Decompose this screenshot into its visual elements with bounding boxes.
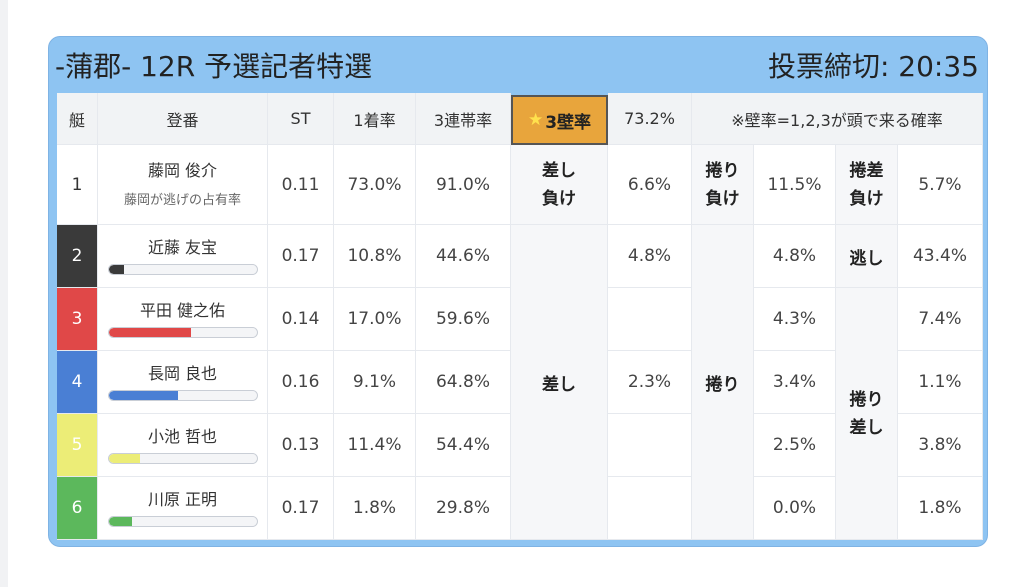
racer-2-top3: 44.6% — [416, 225, 511, 288]
racer-4-top3: 64.8% — [416, 351, 511, 414]
star-icon: ★ — [527, 110, 544, 130]
col-win-header: 1着率 — [334, 93, 416, 145]
racer-6-makuri-value: 0.0% — [754, 477, 836, 540]
racer-5-st: 0.13 — [268, 414, 334, 477]
racer-5-win: 11.4% — [334, 414, 416, 477]
lane-6-number: 6 — [57, 477, 98, 540]
racer-3-sashi-value — [608, 288, 692, 351]
racer-1-cell: 藤岡 俊介 藤岡が逃げの占有率 — [98, 145, 268, 225]
wall-rate-note: ※壁率=1,2,3が頭で来る確率 — [692, 93, 983, 145]
racer-2-makuri-value: 4.8% — [754, 225, 836, 288]
col-name-header: 登番 — [98, 93, 268, 145]
racer-4-makurisashi-value: 1.1% — [898, 351, 983, 414]
racer-3-top3: 59.6% — [416, 288, 511, 351]
racer-3-makurisashi-value: 7.4% — [898, 288, 983, 351]
makuri-make-label: 捲り 負け — [692, 145, 754, 225]
sashi-make-value: 6.6% — [608, 145, 692, 225]
racer-4-st: 0.16 — [268, 351, 334, 414]
racer-2-rate-bar — [107, 263, 258, 275]
racer-5-makuri-value: 2.5% — [754, 414, 836, 477]
racer-3-win: 17.0% — [334, 288, 416, 351]
nige-label: 逃し — [836, 225, 898, 288]
sashi-group-label: 差し — [511, 225, 608, 540]
racer-6-cell: 川原 正明 — [98, 477, 268, 540]
makurisashi-group-label: 捲り 差し — [836, 288, 898, 540]
racer-3-rate-bar-fill — [108, 327, 192, 337]
racer-4-win: 9.1% — [334, 351, 416, 414]
col-lane-header: 艇 — [57, 93, 98, 145]
left-edge-strip — [0, 0, 8, 587]
racer-1-top3: 91.0% — [416, 145, 511, 225]
racer-6-top3: 29.8% — [416, 477, 511, 540]
racer-6-sashi-value — [608, 477, 692, 540]
racer-3-name: 平田 健之佑 — [139, 300, 226, 320]
racer-2-win: 10.8% — [334, 225, 416, 288]
racer-1-win: 73.0% — [334, 145, 416, 225]
makuri-make-value: 11.5% — [754, 145, 836, 225]
lane-5-number: 5 — [57, 414, 98, 477]
racer-2-cell: 近藤 友宝 — [98, 225, 268, 288]
racer-3-st: 0.14 — [268, 288, 334, 351]
racer-4-sashi-value: 2.3% — [608, 351, 692, 414]
racer-5-top3: 54.4% — [416, 414, 511, 477]
racer-5-rate-bar-fill — [108, 453, 140, 463]
racer-6-win: 1.8% — [334, 477, 416, 540]
makurisashi-make-label-line2: 負け — [849, 188, 884, 209]
stats-table: 艇 登番 ST 1着率 3連帯率 ★ 3壁率 73.2% ※壁率=1,2,3が頭で… — [57, 93, 983, 540]
racer-3-makuri-value: 4.3% — [754, 288, 836, 351]
racer-1-st: 0.11 — [268, 145, 334, 225]
racer-3-cell: 平田 健之佑 — [98, 288, 268, 351]
racer-5-cell: 小池 哲也 — [98, 414, 268, 477]
racer-6-makurisashi-value: 1.8% — [898, 477, 983, 540]
racer-2-makurisashi-value: 43.4% — [898, 225, 983, 288]
racer-1-name: 藤岡 俊介 — [147, 161, 218, 180]
racer-5-name: 小池 哲也 — [147, 426, 218, 446]
makuri-group-label: 捲り — [692, 225, 754, 540]
racer-6-rate-bar — [107, 515, 258, 527]
racer-4-rate-bar-fill — [108, 390, 179, 400]
racer-6-st: 0.17 — [268, 477, 334, 540]
wall-rate-header[interactable]: ★ 3壁率 — [511, 95, 608, 145]
racer-4-makuri-value: 3.4% — [754, 351, 836, 414]
racer-4-name: 長岡 良也 — [147, 363, 218, 383]
makuri-make-label-line2: 負け — [705, 188, 740, 209]
racer-4-rate-bar — [107, 389, 258, 401]
makurisashi-group-line2: 差し — [849, 417, 884, 438]
racer-4-cell: 長岡 良也 — [98, 351, 268, 414]
col-st-header: ST — [268, 93, 334, 145]
makurisashi-make-label: 捲差 負け — [836, 145, 898, 225]
racer-2-name: 近藤 友宝 — [147, 237, 218, 257]
makuri-make-label-line1: 捲り — [705, 160, 740, 181]
racer-6-rate-bar-fill — [108, 516, 133, 526]
racer-5-rate-bar — [107, 452, 258, 464]
vote-deadline: 投票締切: 20:35 — [767, 50, 979, 83]
racer-1-note: 藤岡が逃げの占有率 — [123, 193, 241, 208]
lane-4-number: 4 — [57, 351, 98, 414]
sashi-make-label-line1: 差し — [542, 160, 576, 181]
racer-2-rate-bar-fill — [108, 264, 125, 274]
racer-2-sashi-value: 4.8% — [608, 225, 692, 288]
lane-3-number: 3 — [57, 288, 98, 351]
racer-3-rate-bar — [107, 326, 258, 338]
lane-1-number: 1 — [57, 145, 98, 225]
race-title: -蒲郡- 12R 予選記者特選 — [55, 50, 373, 83]
race-card: -蒲郡- 12R 予選記者特選 投票締切: 20:35 艇 登番 ST 1着率 … — [48, 36, 988, 547]
race-header: -蒲郡- 12R 予選記者特選 投票締切: 20:35 — [49, 37, 987, 93]
makurisashi-group-line1: 捲り — [849, 389, 884, 410]
racer-2-st: 0.17 — [268, 225, 334, 288]
lane-2-number: 2 — [57, 225, 98, 288]
makurisashi-make-label-line1: 捲差 — [849, 160, 884, 181]
sashi-make-label: 差し 負け — [511, 145, 608, 225]
racer-5-sashi-value — [608, 414, 692, 477]
sashi-make-label-line2: 負け — [542, 188, 576, 209]
makurisashi-make-value: 5.7% — [898, 145, 983, 225]
col-top3-header: 3連帯率 — [416, 93, 511, 145]
wall-rate-value: 73.2% — [608, 93, 692, 145]
racer-6-name: 川原 正明 — [147, 489, 218, 509]
racer-5-makurisashi-value: 3.8% — [898, 414, 983, 477]
